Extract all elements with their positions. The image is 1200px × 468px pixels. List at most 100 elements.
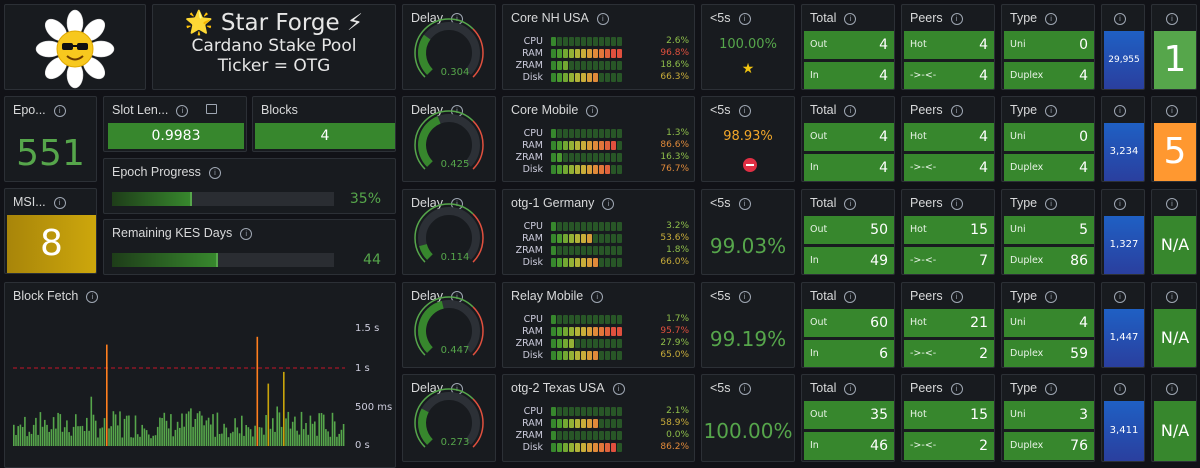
dir-label: ->-<- [910, 162, 937, 173]
zram-bar [551, 153, 623, 163]
info-icon[interactable]: i [1045, 198, 1058, 210]
fetch-bar [201, 415, 203, 446]
duplex-value: 76 [1070, 438, 1088, 454]
usage-cell [617, 61, 622, 70]
info-icon[interactable]: i [1114, 291, 1126, 303]
info-icon[interactable]: i [53, 105, 66, 117]
info-icon[interactable]: i [950, 198, 963, 210]
epoch-label: Epo... [13, 103, 46, 117]
fetch-bar [327, 431, 329, 446]
info-icon[interactable]: i [844, 291, 857, 303]
fetch-bar [192, 426, 194, 446]
info-icon[interactable]: i [1045, 291, 1058, 303]
info-icon[interactable]: i [1166, 198, 1178, 210]
info-icon[interactable]: i [844, 105, 857, 117]
duplex-value: 86 [1070, 253, 1088, 269]
info-icon[interactable]: i [1166, 291, 1178, 303]
info-icon[interactable]: i [1114, 105, 1126, 117]
usage-cell [611, 222, 616, 231]
info-icon[interactable]: i [738, 198, 751, 210]
usage-cell [587, 407, 592, 416]
usage-cell [575, 141, 580, 150]
info-icon[interactable]: i [1166, 105, 1178, 117]
fetch-bar [101, 427, 104, 446]
info-icon[interactable]: i [176, 105, 189, 117]
usage-cell [599, 315, 604, 324]
status-panel: i N/A [1151, 374, 1197, 462]
info-icon[interactable]: i [1045, 105, 1058, 117]
info-icon[interactable]: i [586, 105, 599, 117]
usage-cell [575, 407, 580, 416]
lt5s-panel: <5s i 99.19% [701, 282, 795, 368]
usage-cell [605, 443, 610, 452]
count-panel: i 1,327 [1101, 189, 1145, 275]
info-icon[interactable]: i [53, 197, 66, 209]
usage-cell [593, 419, 598, 428]
info-icon[interactable]: i [844, 198, 857, 210]
info-icon[interactable]: i [86, 291, 99, 303]
info-icon[interactable]: i [844, 383, 857, 395]
total-panel: Total i Out 4 In 4 [801, 4, 895, 90]
usage-cell [599, 234, 604, 243]
info-icon[interactable]: i [596, 13, 609, 25]
fetch-bar [285, 418, 287, 446]
fetch-bar [154, 435, 157, 446]
info-icon[interactable]: i [1166, 13, 1178, 25]
usage-cell [563, 258, 568, 267]
info-icon[interactable]: i [738, 291, 751, 303]
disk-label: Disk [522, 442, 543, 453]
info-icon[interactable]: i [591, 291, 604, 303]
info-icon[interactable]: i [1045, 13, 1058, 25]
fetch-bar [72, 426, 75, 446]
fetch-bar [305, 423, 307, 446]
info-icon[interactable]: i [1114, 13, 1126, 25]
cpu-label: CPU [523, 128, 543, 139]
info-icon[interactable]: i [208, 167, 221, 179]
usage-cell [587, 49, 592, 58]
info-icon[interactable]: i [240, 228, 253, 240]
usage-cell [563, 351, 568, 360]
fetch-bar [212, 414, 214, 446]
info-icon[interactable]: i [1166, 383, 1178, 395]
info-icon[interactable]: i [738, 13, 751, 25]
info-icon[interactable]: i [738, 105, 751, 117]
type-label: Type [1010, 196, 1038, 210]
info-icon[interactable]: i [950, 105, 963, 117]
info-icon[interactable]: i [1045, 383, 1058, 395]
cpu-label: CPU [523, 406, 543, 417]
usage-cell [581, 315, 586, 324]
usage-cell [563, 327, 568, 336]
usage-cell [557, 327, 562, 336]
info-icon[interactable]: i [950, 291, 963, 303]
cpu-label: CPU [523, 221, 543, 232]
delay-gauge [414, 18, 484, 78]
in-value: 6 [879, 346, 888, 362]
info-icon[interactable]: i [950, 13, 963, 25]
status-box: N/A [1154, 309, 1196, 367]
peers-label: Peers [910, 103, 943, 117]
duplex-label: Duplex [1010, 162, 1044, 173]
info-icon[interactable]: i [602, 198, 615, 210]
disk-row: Disk 76.7% [509, 164, 689, 175]
usage-cell [605, 141, 610, 150]
info-icon[interactable]: i [612, 383, 625, 395]
copy-icon[interactable] [206, 104, 218, 114]
info-icon[interactable]: i [1114, 383, 1126, 395]
info-icon[interactable]: i [1114, 198, 1126, 210]
info-icon[interactable]: i [738, 383, 751, 395]
disk-label: Disk [522, 164, 543, 175]
info-icon[interactable]: i [950, 383, 963, 395]
lt5s-value: 98.93% [723, 129, 773, 144]
dir-box: ->-<- 2 [904, 340, 994, 367]
total-panel: Total i Out 50 In 49 [801, 189, 895, 275]
delay-panel: Delay i 0.447 [402, 282, 496, 368]
uni-value: 4 [1079, 315, 1088, 331]
usage-cell [617, 222, 622, 231]
duplex-value: 4 [1079, 68, 1088, 84]
usage-cell [569, 407, 574, 416]
info-icon[interactable]: i [844, 13, 857, 25]
usage-cell [587, 61, 592, 70]
usage-cell [563, 165, 568, 174]
fetch-bar [196, 413, 199, 446]
fetch-bar [263, 434, 265, 446]
